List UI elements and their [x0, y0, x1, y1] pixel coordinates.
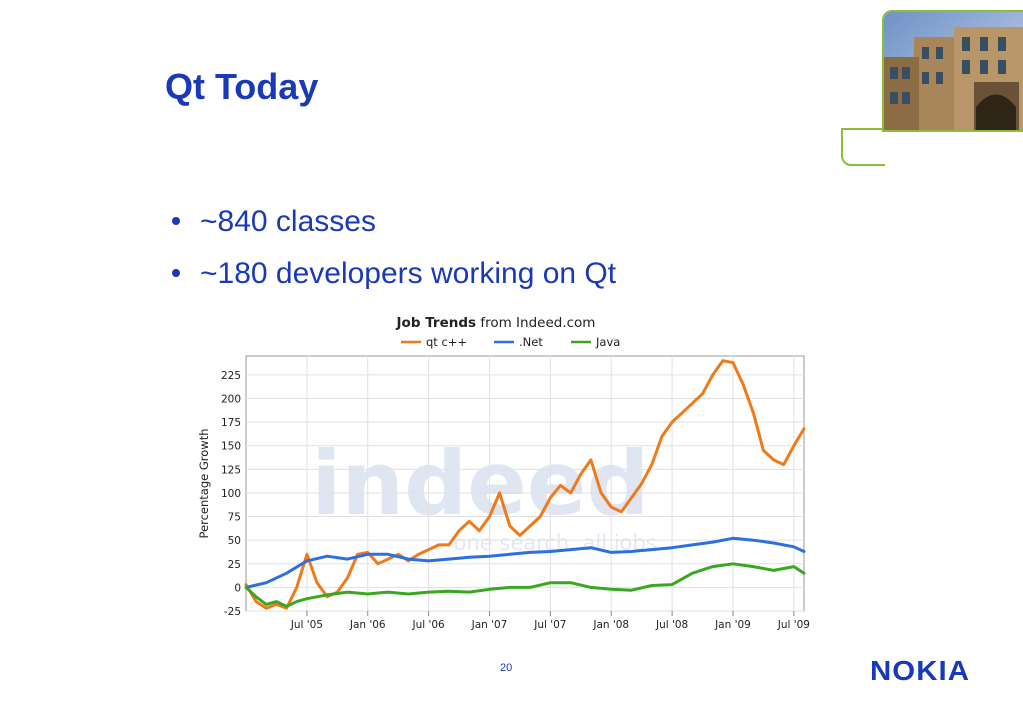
x-tick-label: Jan '08: [592, 619, 629, 631]
y-tick-label: 200: [221, 394, 241, 406]
nokia-logo: NOKIA: [870, 655, 970, 686]
series-line: [244, 536, 806, 589]
y-tick-label: 75: [228, 512, 241, 524]
chart-legend: qt c++ .Net Java: [401, 335, 620, 349]
chart-title-bold: Job Trends: [396, 315, 477, 331]
x-axis-ticks: Jul '05 Jan '06 Jul '06 Jan '07 Jul '07 Jan '…: [290, 611, 810, 631]
y-tick-label: 225: [221, 370, 241, 382]
bullet-dot-icon: [172, 269, 180, 278]
y-tick-label: -25: [224, 606, 241, 618]
job-trends-chart: Job Trends from Indeed.com qt c++ .Net Jav…: [196, 308, 816, 638]
x-tick-label: Jan '09: [714, 619, 751, 631]
x-tick-label: Jul '06: [411, 619, 445, 631]
y-axis-label: Percentage Growth: [197, 429, 211, 539]
x-tick-label: Jul '05: [290, 619, 323, 631]
chart-series: [244, 359, 806, 610]
x-tick-label: Jan '06: [349, 619, 386, 631]
y-tick-label: 50: [228, 535, 241, 547]
photo-frame-line: [841, 128, 883, 130]
chart-grid: [246, 356, 804, 612]
chart-svg: Job Trends from Indeed.com qt c++ .Net Jav…: [197, 315, 810, 631]
x-tick-label: Jul '09: [777, 619, 810, 631]
x-tick-label: Jul '07: [533, 619, 566, 631]
bullet-text: ~840 classes: [200, 205, 376, 238]
photo-frame-decoration: [841, 128, 885, 166]
bullet-item: ~180 developers working on Qt: [172, 248, 616, 300]
y-axis-ticks: -25 0 25 50 75 100 125 150 175 200 225: [221, 370, 241, 618]
series-line: [244, 562, 806, 608]
building-photo-image: [884, 12, 1023, 130]
y-tick-label: 0: [234, 582, 241, 594]
x-tick-label: Jul '08: [655, 619, 688, 631]
x-tick-label: Jan '07: [471, 619, 508, 631]
series-line: [244, 359, 806, 610]
slide-title: Qt Today: [165, 66, 319, 107]
y-tick-label: 100: [221, 488, 241, 500]
bullet-list: ~840 classes ~180 developers working on …: [172, 196, 616, 300]
legend-label: qt c++: [426, 335, 467, 349]
bullet-text: ~180 developers working on Qt: [200, 257, 617, 290]
y-tick-label: 125: [221, 464, 241, 476]
y-tick-label: 175: [221, 417, 241, 429]
bullet-dot-icon: [172, 217, 180, 226]
y-tick-label: 25: [228, 559, 241, 571]
legend-label: Java: [595, 335, 620, 349]
building-photo: [882, 10, 1023, 132]
chart-title-rest: from Indeed.com: [476, 315, 595, 331]
bullet-item: ~840 classes: [172, 196, 616, 248]
legend-label: .Net: [519, 335, 543, 349]
y-tick-label: 150: [221, 441, 241, 453]
chart-title: Job Trends from Indeed.com: [396, 315, 596, 331]
page-number: 20: [500, 662, 513, 674]
